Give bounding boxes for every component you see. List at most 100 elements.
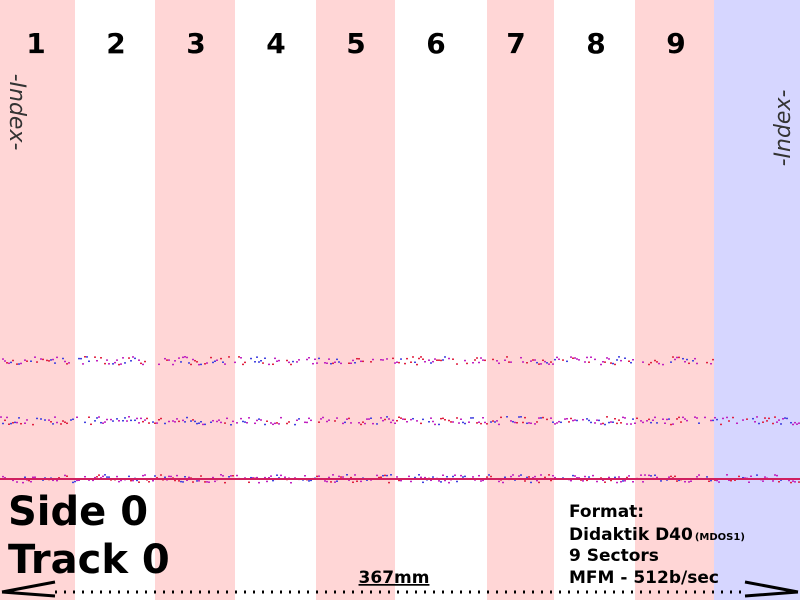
flux-dot bbox=[668, 418, 670, 420]
flux-dot bbox=[96, 417, 98, 419]
flux-dot bbox=[120, 363, 122, 365]
flux-dot bbox=[576, 477, 578, 479]
flux-dot bbox=[182, 419, 184, 422]
flux-dot bbox=[478, 421, 480, 423]
flux-dot bbox=[118, 363, 120, 366]
flux-dot bbox=[330, 362, 332, 365]
flux-dot bbox=[676, 418, 678, 420]
flux-dot bbox=[328, 358, 330, 360]
flux-dot bbox=[120, 479, 122, 482]
flux-dot bbox=[116, 418, 118, 420]
flux-dot bbox=[624, 480, 626, 482]
flux-dot bbox=[320, 418, 322, 420]
flux-dot bbox=[396, 419, 398, 422]
flux-dot bbox=[494, 421, 496, 423]
flux-dot bbox=[548, 474, 550, 476]
flux-dot bbox=[474, 359, 476, 361]
flux-dot bbox=[280, 474, 282, 477]
flux-dot bbox=[490, 421, 492, 423]
flux-dot bbox=[118, 480, 120, 483]
flux-dot bbox=[286, 359, 288, 362]
flux-dot bbox=[176, 474, 178, 477]
flux-dot bbox=[526, 362, 528, 364]
flux-dot bbox=[432, 360, 434, 363]
flux-dot bbox=[270, 475, 272, 477]
flux-dot bbox=[180, 480, 182, 483]
flux-dot bbox=[14, 421, 16, 424]
flux-dot bbox=[726, 416, 728, 419]
flux-dot bbox=[620, 422, 622, 424]
flux-dot bbox=[752, 417, 754, 420]
flux-dot bbox=[348, 479, 350, 481]
flux-dot bbox=[674, 358, 676, 361]
flux-dot bbox=[788, 479, 790, 482]
flux-dot bbox=[354, 362, 356, 364]
flux-dot bbox=[324, 362, 326, 364]
flux-dot bbox=[572, 357, 574, 359]
flux-dot bbox=[430, 417, 432, 419]
flux-dot bbox=[20, 362, 22, 365]
flux-dot bbox=[512, 474, 514, 476]
flux-dot bbox=[40, 418, 42, 420]
flux-dot bbox=[54, 362, 56, 364]
flux-dot bbox=[16, 481, 18, 483]
flux-dot bbox=[662, 363, 664, 366]
flux-dot bbox=[16, 363, 18, 365]
flux-dot bbox=[382, 474, 384, 477]
flux-dot bbox=[650, 361, 652, 364]
flux-dot bbox=[394, 422, 396, 425]
flux-dot bbox=[88, 416, 90, 418]
flux-dot bbox=[364, 422, 366, 425]
flux-dot bbox=[228, 356, 230, 358]
sector-number: 7 bbox=[506, 27, 525, 60]
flux-dot bbox=[538, 417, 540, 419]
flux-dot bbox=[442, 474, 444, 477]
flux-dot bbox=[472, 361, 474, 364]
flux-dot bbox=[614, 363, 616, 366]
flux-dot bbox=[570, 417, 572, 420]
flux-dot bbox=[492, 420, 494, 422]
flux-dot bbox=[410, 418, 412, 421]
flux-dot bbox=[8, 423, 10, 425]
ruler-arrow-left bbox=[1, 580, 56, 598]
flux-dot bbox=[622, 416, 624, 419]
flux-dot bbox=[388, 481, 390, 484]
flux-dot bbox=[450, 421, 452, 423]
flux-dot bbox=[372, 422, 374, 425]
flux-dot bbox=[642, 481, 644, 483]
flux-dot bbox=[578, 359, 580, 361]
flux-dot bbox=[778, 419, 780, 421]
flux-dot bbox=[222, 361, 224, 363]
flux-dot bbox=[512, 420, 514, 423]
flux-dot bbox=[756, 416, 758, 418]
flux-dot bbox=[602, 479, 604, 481]
flux-dot bbox=[174, 421, 176, 423]
flux-dot bbox=[174, 479, 176, 482]
flux-dot bbox=[676, 480, 678, 482]
flux-dot bbox=[196, 422, 198, 425]
flux-dot bbox=[472, 417, 474, 419]
flux-dot bbox=[154, 422, 156, 424]
sector-number: 4 bbox=[266, 27, 285, 60]
flux-dot bbox=[266, 480, 268, 483]
flux-dot bbox=[230, 424, 232, 426]
flux-dot bbox=[670, 423, 672, 426]
flux-dot bbox=[408, 475, 410, 478]
flux-dot bbox=[558, 420, 560, 423]
flux-dot bbox=[138, 422, 140, 424]
flux-dot bbox=[190, 363, 192, 366]
flux-dot bbox=[768, 417, 770, 420]
flux-dot bbox=[180, 361, 182, 363]
flux-dot bbox=[186, 479, 188, 481]
flux-dot bbox=[610, 362, 612, 364]
flux-dot bbox=[550, 479, 552, 482]
flux-dot bbox=[582, 480, 584, 482]
flux-dot bbox=[254, 422, 256, 425]
flux-dot bbox=[170, 475, 172, 478]
flux-dot bbox=[306, 421, 308, 424]
flux-dot bbox=[130, 479, 132, 482]
flux-dot bbox=[520, 416, 522, 418]
flux-dot bbox=[648, 474, 650, 477]
flux-dot bbox=[608, 421, 610, 424]
flux-dot bbox=[462, 421, 464, 424]
